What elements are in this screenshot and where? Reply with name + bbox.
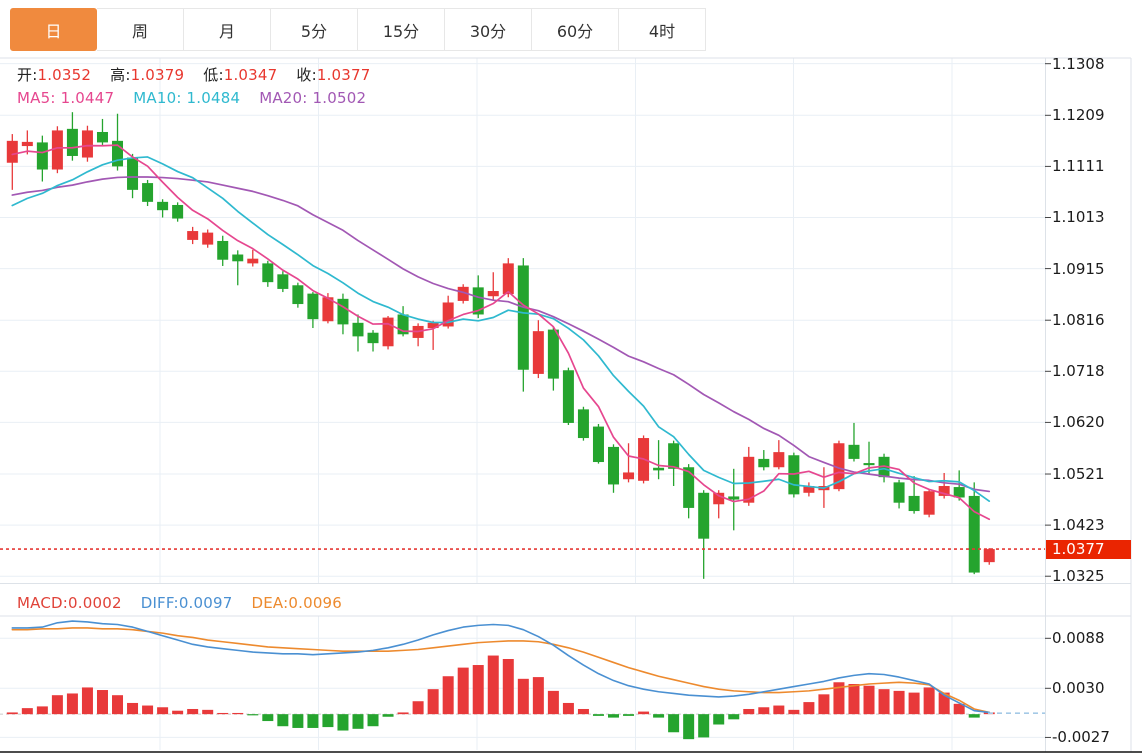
low-value: 1.0347 [223,66,278,84]
ma20-label: MA20: [259,89,308,107]
high-label: 高: [110,66,131,84]
diff-value: 0.0097 [178,594,233,612]
price-tick-1.0915: 1.0915 [1052,259,1105,278]
close-value: 1.0377 [316,66,371,84]
close-label: 收: [296,66,317,84]
macd-readout: MACD:0.0002 DIFF:0.0097 DEA:0.0096 [17,594,356,612]
price-tick-1.0718: 1.0718 [1052,362,1105,381]
tab-4hour[interactable]: 4时 [619,8,706,51]
price-tick-1.0816: 1.0816 [1052,311,1105,330]
price-tick-1.0620: 1.0620 [1052,413,1105,432]
tab-week[interactable]: 周 [97,8,184,51]
high-value: 1.0379 [130,66,185,84]
tab-month[interactable]: 月 [184,8,271,51]
open-label: 开: [17,66,38,84]
price-tick-1.1209: 1.1209 [1052,106,1105,125]
ma-readout: MA5: 1.0447 MA10: 1.0484 MA20: 1.0502 [17,89,380,107]
ma10-value: 1.0484 [186,89,241,107]
dea-value: 0.0096 [288,594,343,612]
ma5-label: MA5: [17,89,56,107]
dea-label: DEA: [251,594,289,612]
price-tick-1.0521: 1.0521 [1052,465,1105,484]
tab-60min[interactable]: 60分 [532,8,619,51]
price-tick-1.1013: 1.1013 [1052,208,1105,227]
macd-tick--0.0027: -0.0027 [1052,728,1110,747]
tab-day[interactable]: 日 [10,8,97,51]
diff-label: DIFF: [140,594,179,612]
ohlc-readout: 开:1.0352 高:1.0379 低:1.0347 收:1.0377 [17,64,385,85]
ma10-label: MA10: [133,89,182,107]
last-price-badge: 1.0377 [1046,539,1131,559]
tab-30min[interactable]: 30分 [445,8,532,51]
tab-5min[interactable]: 5分 [271,8,358,51]
tab-15min[interactable]: 15分 [358,8,445,51]
low-label: 低: [203,66,224,84]
price-tick-1.0325: 1.0325 [1052,567,1105,586]
macd-label: MACD: [17,594,69,612]
price-tick-1.0423: 1.0423 [1052,516,1105,535]
open-value: 1.0352 [37,66,92,84]
macd-tick-0.0088: 0.0088 [1052,629,1105,648]
ma20-value: 1.0502 [312,89,367,107]
price-tick-1.1111: 1.1111 [1052,157,1105,176]
ma5-value: 1.0447 [60,89,115,107]
macd-tick-0.0030: 0.0030 [1052,679,1105,698]
macd-value: 0.0002 [68,594,122,612]
price-tick-1.1308: 1.1308 [1052,54,1105,73]
timeframe-tabbar: 日周月 5分 15分 30分 60分 4时 [10,8,706,51]
